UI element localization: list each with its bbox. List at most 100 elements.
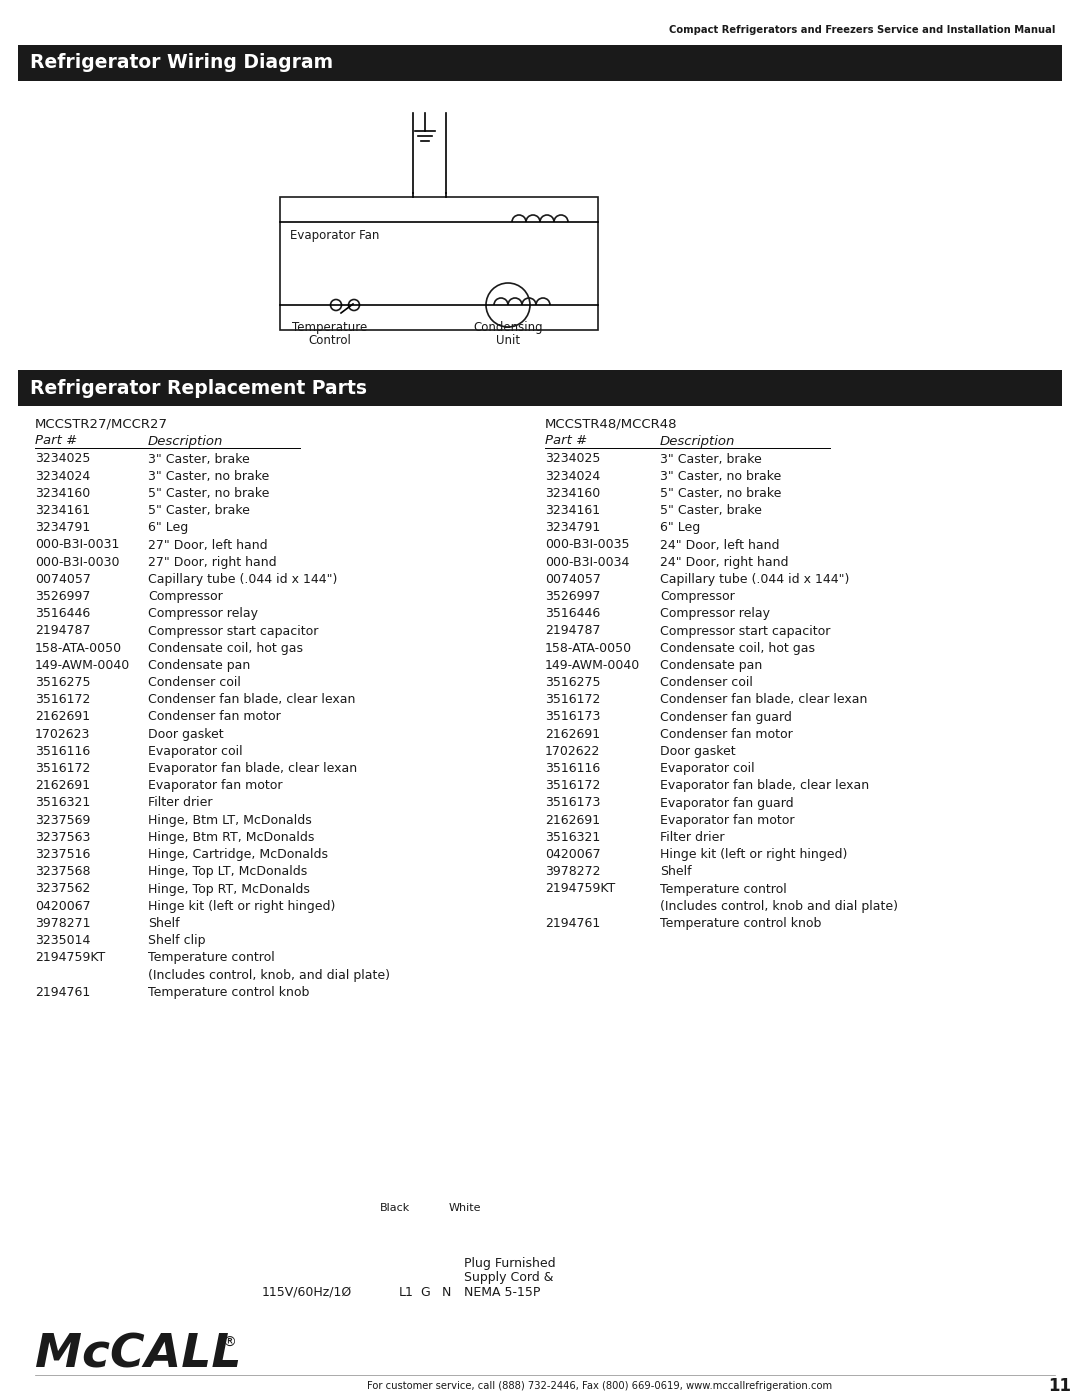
Text: McCALL: McCALL: [35, 1333, 242, 1377]
Text: 3237563: 3237563: [35, 831, 91, 844]
Text: Temperature control: Temperature control: [660, 883, 786, 895]
Text: 3526997: 3526997: [35, 590, 91, 604]
Text: Capillary tube (.044 id x 144"): Capillary tube (.044 id x 144"): [660, 573, 849, 585]
Text: Refrigerator Replacement Parts: Refrigerator Replacement Parts: [30, 379, 367, 398]
Text: 3237562: 3237562: [35, 883, 91, 895]
Text: 000-B3I-0031: 000-B3I-0031: [35, 538, 120, 552]
Text: Description: Description: [660, 434, 735, 447]
Text: 3516116: 3516116: [545, 763, 600, 775]
Bar: [18, 45, 1062, 81]
Text: 3237568: 3237568: [35, 865, 91, 879]
Text: (Includes control, knob and dial plate): (Includes control, knob and dial plate): [660, 900, 897, 912]
Text: 3978271: 3978271: [35, 916, 91, 930]
Text: Condensate coil, hot gas: Condensate coil, hot gas: [148, 641, 303, 655]
Text: 3234791: 3234791: [35, 521, 91, 534]
Text: 3516172: 3516172: [545, 780, 600, 792]
Text: Temperature control: Temperature control: [148, 951, 274, 964]
Text: White: White: [449, 1203, 482, 1213]
Text: 158-ATA-0050: 158-ATA-0050: [35, 641, 122, 655]
Text: 3" Caster, brake: 3" Caster, brake: [660, 453, 761, 465]
Text: Black: Black: [380, 1203, 410, 1213]
Text: Hinge, Btm LT, McDonalds: Hinge, Btm LT, McDonalds: [148, 813, 312, 827]
Text: MCCSTR27/MCCR27: MCCSTR27/MCCR27: [35, 418, 168, 430]
Text: 27" Door, right hand: 27" Door, right hand: [148, 556, 276, 569]
Text: Hinge, Btm RT, McDonalds: Hinge, Btm RT, McDonalds: [148, 831, 314, 844]
Text: 2194759KT: 2194759KT: [35, 951, 105, 964]
Text: 3237516: 3237516: [35, 848, 91, 861]
Text: 5" Caster, brake: 5" Caster, brake: [148, 504, 249, 517]
Text: 3" Caster, brake: 3" Caster, brake: [148, 453, 249, 465]
Text: 6" Leg: 6" Leg: [660, 521, 700, 534]
Text: Evaporator fan motor: Evaporator fan motor: [148, 780, 283, 792]
Text: Compressor start capacitor: Compressor start capacitor: [660, 624, 831, 637]
Text: 3516446: 3516446: [545, 608, 600, 620]
Text: Evaporator Fan: Evaporator Fan: [291, 229, 379, 243]
Text: 3237569: 3237569: [35, 813, 91, 827]
Text: Compressor: Compressor: [148, 590, 222, 604]
Text: Compressor relay: Compressor relay: [148, 608, 258, 620]
Text: Evaporator fan blade, clear lexan: Evaporator fan blade, clear lexan: [148, 763, 357, 775]
Text: Door gasket: Door gasket: [660, 745, 735, 759]
Text: 2194787: 2194787: [545, 624, 600, 637]
Text: 3234161: 3234161: [545, 504, 600, 517]
Text: 3235014: 3235014: [35, 935, 91, 947]
Text: 1702622: 1702622: [545, 745, 600, 759]
Text: Hinge kit (left or right hinged): Hinge kit (left or right hinged): [660, 848, 848, 861]
Text: Compressor start capacitor: Compressor start capacitor: [148, 624, 319, 637]
Text: 5" Caster, brake: 5" Caster, brake: [660, 504, 761, 517]
Text: 149-AWM-0040: 149-AWM-0040: [35, 659, 131, 672]
Text: 3516321: 3516321: [35, 796, 91, 809]
Text: 000-B3I-0035: 000-B3I-0035: [545, 538, 630, 552]
Text: Condenser fan motor: Condenser fan motor: [660, 728, 793, 740]
Text: 6" Leg: 6" Leg: [148, 521, 188, 534]
Bar: [280, 197, 598, 330]
Text: Temperature: Temperature: [293, 320, 367, 334]
Text: 3234160: 3234160: [35, 488, 91, 500]
Text: Condensing: Condensing: [473, 320, 543, 334]
Text: 3978272: 3978272: [545, 865, 600, 879]
Text: Evaporator coil: Evaporator coil: [660, 763, 755, 775]
Text: 5" Caster, no brake: 5" Caster, no brake: [660, 488, 781, 500]
Text: Evaporator fan blade, clear lexan: Evaporator fan blade, clear lexan: [660, 780, 869, 792]
Text: 000-B3I-0030: 000-B3I-0030: [35, 556, 120, 569]
Text: 3" Caster, no brake: 3" Caster, no brake: [660, 469, 781, 483]
Text: 3" Caster, no brake: 3" Caster, no brake: [148, 469, 269, 483]
Text: Hinge, Cartridge, McDonalds: Hinge, Cartridge, McDonalds: [148, 848, 328, 861]
Text: Unit: Unit: [496, 334, 521, 346]
Text: Evaporator fan motor: Evaporator fan motor: [660, 813, 795, 827]
Text: 3234025: 3234025: [545, 453, 600, 465]
Text: Condenser coil: Condenser coil: [660, 676, 753, 689]
Text: 2194759KT: 2194759KT: [545, 883, 616, 895]
Text: 3234161: 3234161: [35, 504, 90, 517]
Text: For customer service, call (888) 732-2446, Fax (800) 669-0619, www.mccallrefrige: For customer service, call (888) 732-244…: [367, 1382, 833, 1391]
Text: 2162691: 2162691: [545, 728, 600, 740]
Text: Temperature control knob: Temperature control knob: [660, 916, 822, 930]
Text: 000-B3I-0034: 000-B3I-0034: [545, 556, 630, 569]
Text: 2162691: 2162691: [35, 780, 90, 792]
Text: 3234791: 3234791: [545, 521, 600, 534]
Bar: [18, 370, 1062, 407]
Text: Hinge kit (left or right hinged): Hinge kit (left or right hinged): [148, 900, 336, 912]
Text: Condenser coil: Condenser coil: [148, 676, 241, 689]
Text: Condensate pan: Condensate pan: [660, 659, 762, 672]
Text: Shelf: Shelf: [148, 916, 179, 930]
Text: 2162691: 2162691: [545, 813, 600, 827]
Text: Hinge, Top LT, McDonalds: Hinge, Top LT, McDonalds: [148, 865, 307, 879]
Text: Evaporator coil: Evaporator coil: [148, 745, 243, 759]
Text: Plug Furnished: Plug Furnished: [464, 1257, 555, 1270]
Text: 3234025: 3234025: [35, 453, 91, 465]
Text: 1702623: 1702623: [35, 728, 91, 740]
Text: Condenser fan blade, clear lexan: Condenser fan blade, clear lexan: [660, 693, 867, 707]
Text: 3516172: 3516172: [35, 693, 91, 707]
Text: Condenser fan guard: Condenser fan guard: [660, 711, 792, 724]
Text: 3516172: 3516172: [545, 693, 600, 707]
Text: (Includes control, knob, and dial plate): (Includes control, knob, and dial plate): [148, 968, 390, 982]
Text: Hinge, Top RT, McDonalds: Hinge, Top RT, McDonalds: [148, 883, 310, 895]
Text: 3516173: 3516173: [545, 711, 600, 724]
Text: Door gasket: Door gasket: [148, 728, 224, 740]
Text: 149-AWM-0040: 149-AWM-0040: [545, 659, 640, 672]
Text: ®: ®: [222, 1336, 235, 1350]
Text: Filter drier: Filter drier: [148, 796, 213, 809]
Text: 3526997: 3526997: [545, 590, 600, 604]
Text: 0074057: 0074057: [545, 573, 600, 585]
